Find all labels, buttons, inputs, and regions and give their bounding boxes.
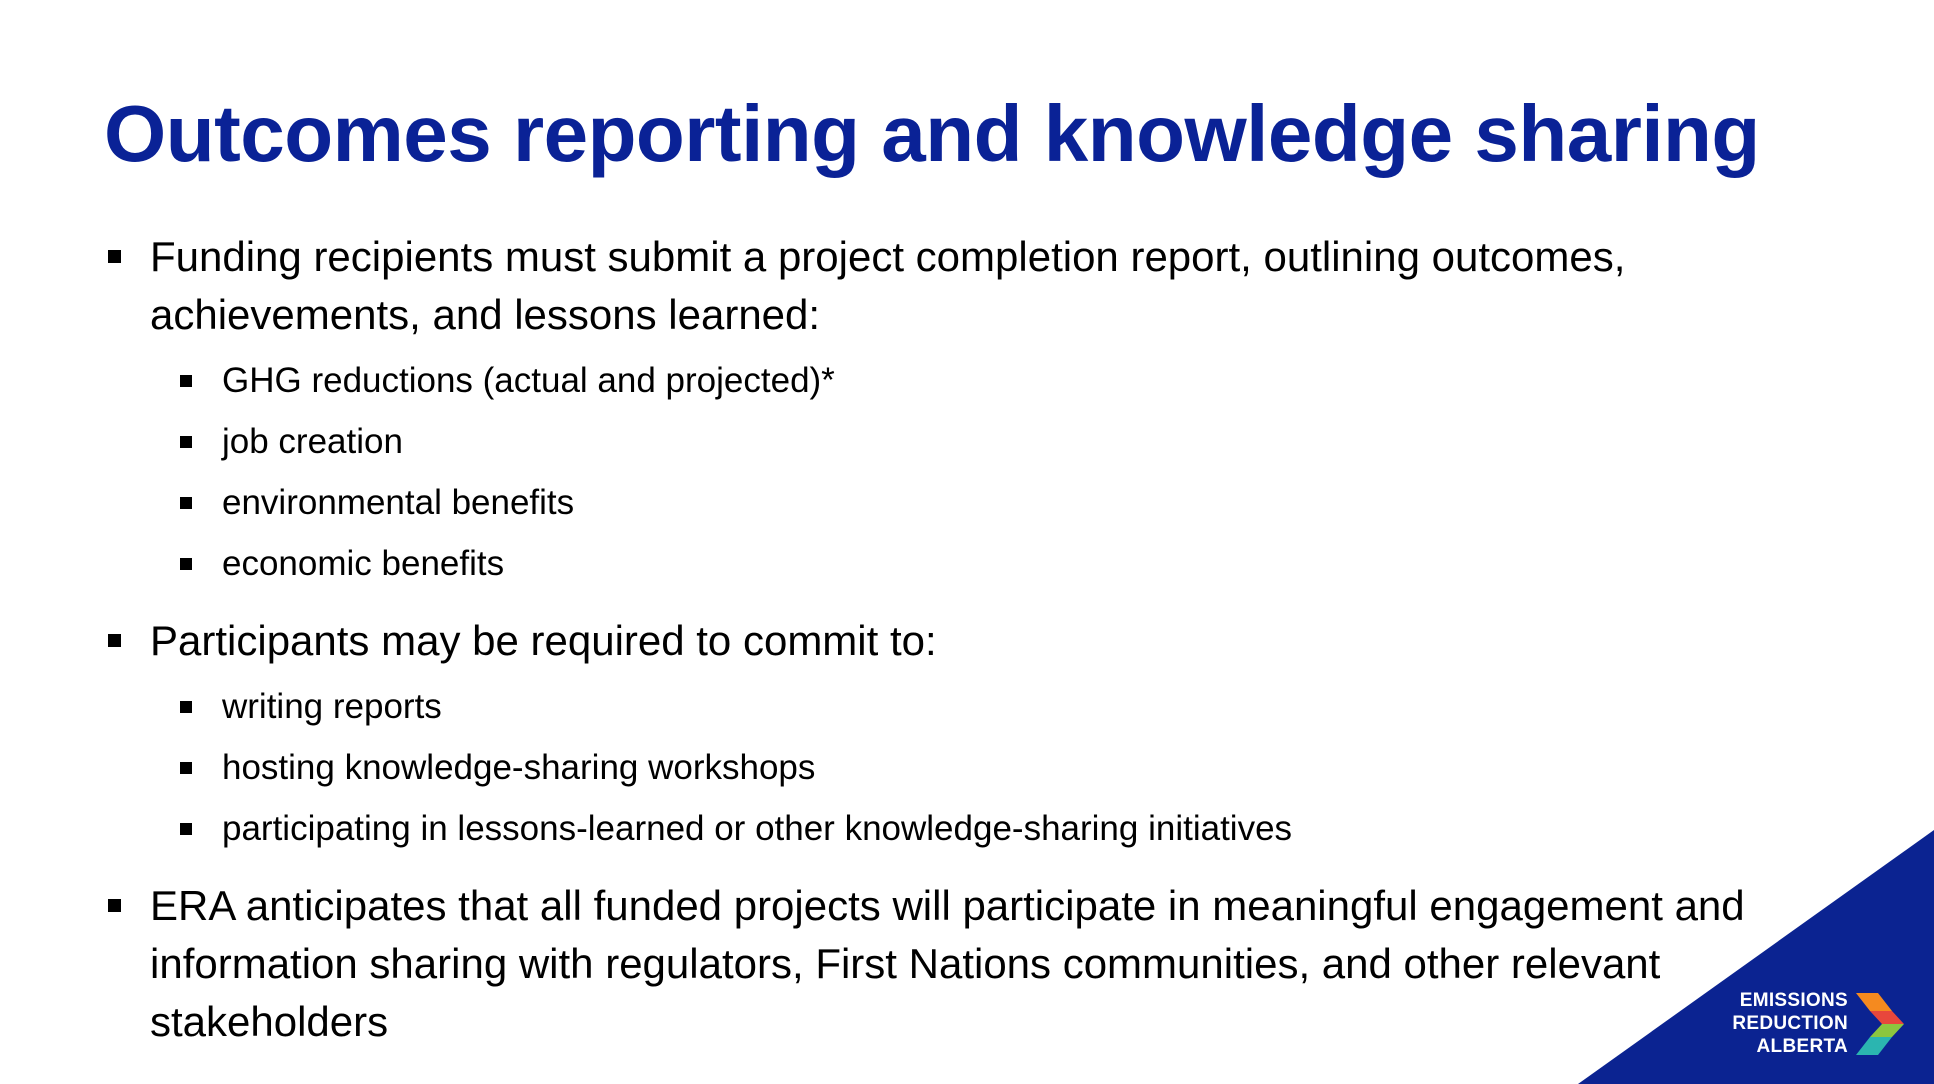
corner-triangle-shape <box>1578 830 1934 1084</box>
sub-bullet-text: economic benefits <box>222 544 505 583</box>
sub-bullet-text: hosting knowledge-sharing workshops <box>222 748 816 787</box>
sub-bullet-text: GHG reductions (actual and projected)* <box>222 361 835 400</box>
sub-bullet-item: job creation <box>104 411 1830 472</box>
corner-banner <box>1578 830 1934 1084</box>
logo-line-2: REDUCTION <box>1732 1013 1848 1034</box>
sub-bullet-item: hosting knowledge-sharing workshops <box>104 737 1804 798</box>
bullet-text: Funding recipients must submit a project… <box>150 233 1626 338</box>
sub-bullet-text: environmental benefits <box>222 483 575 522</box>
slide-content: Funding recipients must submit a project… <box>104 228 1804 1069</box>
square-bullet-icon <box>108 250 121 263</box>
sub-bullet-item: participating in lessons-learned or othe… <box>104 798 1804 859</box>
square-bullet-icon <box>180 762 192 774</box>
sub-bullet-text: participating in lessons-learned or othe… <box>222 809 1293 848</box>
sub-bullet-list: GHG reductions (actual and projected)* j… <box>150 350 1830 594</box>
sub-bullet-text: job creation <box>222 422 403 461</box>
sub-bullet-text: writing reports <box>222 687 442 726</box>
square-bullet-icon <box>180 375 192 387</box>
sub-bullet-item: environmental benefits <box>104 472 1830 533</box>
bullet-text: ERA anticipates that all funded projects… <box>150 882 1745 1045</box>
slide-title: Outcomes reporting and knowledge sharing <box>104 89 1760 178</box>
square-bullet-icon <box>180 436 192 448</box>
bullet-item: Participants may be required to commit t… <box>104 612 1804 859</box>
square-bullet-icon <box>108 899 121 912</box>
sub-bullet-list: writing reports hosting knowledge-sharin… <box>150 676 1804 859</box>
logo-line-1: EMISSIONS <box>1739 990 1848 1011</box>
square-bullet-icon <box>180 497 192 509</box>
logo-line-3: ALBERTA <box>1756 1036 1848 1057</box>
bullet-text: Participants may be required to commit t… <box>150 617 937 664</box>
square-bullet-icon <box>180 701 192 713</box>
bullet-list: Funding recipients must submit a project… <box>104 228 1804 1051</box>
square-bullet-icon <box>180 823 192 835</box>
logo-wordmark: EMISSIONS REDUCTION ALBERTA <box>1732 989 1848 1058</box>
square-bullet-icon <box>180 558 192 570</box>
sub-bullet-item: GHG reductions (actual and projected)* <box>104 350 1830 411</box>
bullet-item: Funding recipients must submit a project… <box>104 228 1830 594</box>
bullet-item: ERA anticipates that all funded projects… <box>104 877 1810 1051</box>
square-bullet-icon <box>108 634 121 647</box>
sub-bullet-item: economic benefits <box>104 533 1830 594</box>
chevron-logo-icon <box>1856 993 1904 1055</box>
sub-bullet-item: writing reports <box>104 676 1804 737</box>
